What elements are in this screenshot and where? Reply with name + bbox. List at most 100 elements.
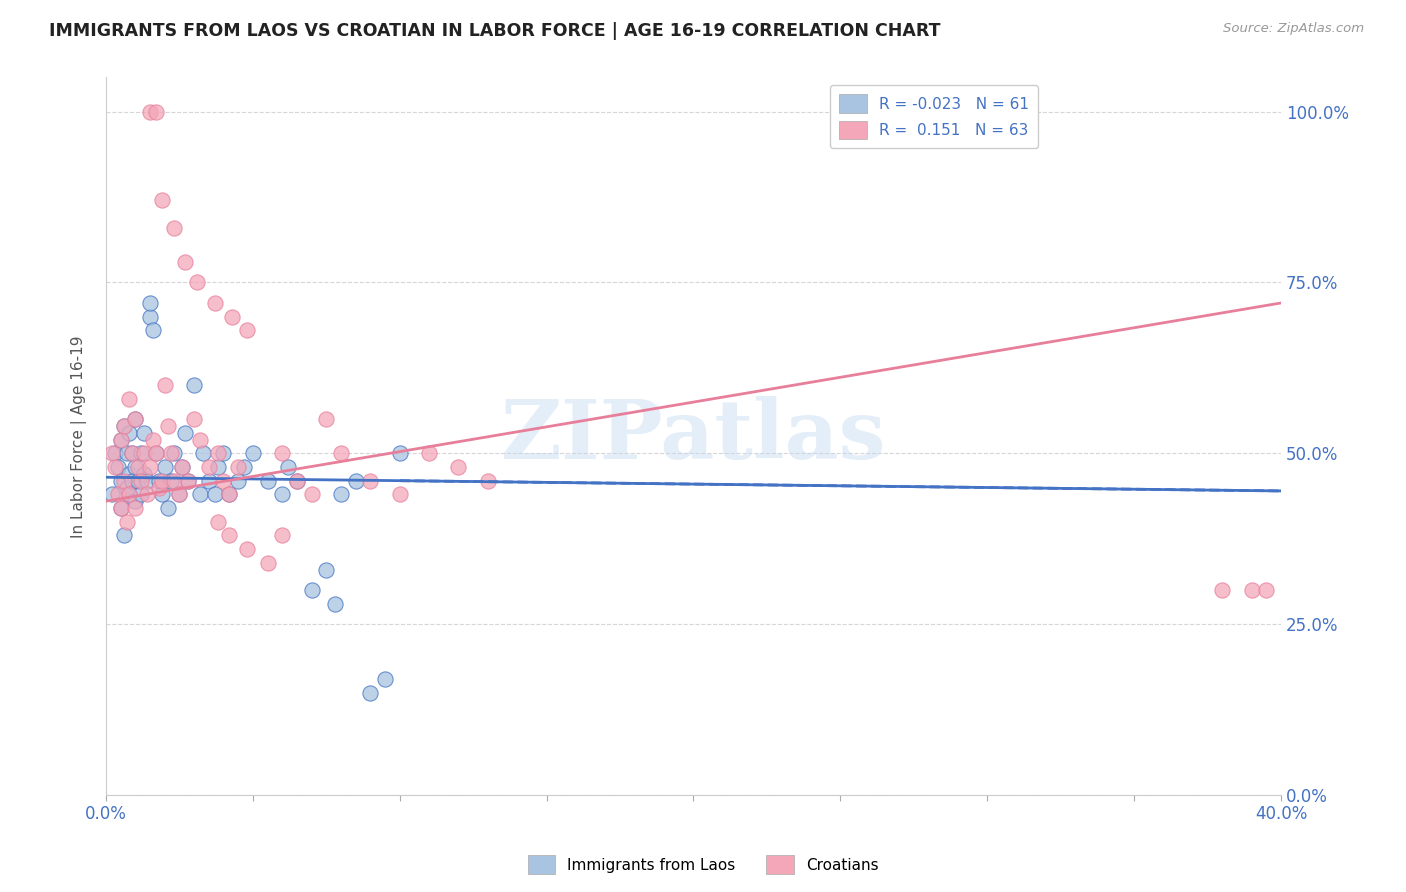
Point: [115, 515, 138, 529]
Point: [388, 446, 411, 460]
Point: [256, 474, 278, 488]
Point: [218, 487, 240, 501]
Point: [112, 419, 135, 434]
Point: [156, 501, 179, 516]
Point: [169, 487, 191, 501]
Point: [159, 446, 181, 460]
Point: [115, 446, 138, 460]
Point: [169, 487, 191, 501]
Point: [177, 474, 200, 488]
Point: [271, 446, 294, 460]
Point: [285, 474, 308, 488]
Point: [162, 220, 184, 235]
Point: [118, 487, 141, 501]
Point: [124, 501, 146, 516]
Point: [174, 255, 197, 269]
Point: [139, 104, 162, 119]
Point: [124, 412, 146, 426]
Point: [115, 481, 138, 495]
Point: [477, 474, 499, 488]
Point: [186, 276, 208, 290]
Point: [107, 487, 129, 501]
Point: [198, 474, 221, 488]
Point: [315, 412, 337, 426]
Point: [150, 474, 173, 488]
Point: [271, 528, 294, 542]
Point: [191, 446, 214, 460]
Point: [145, 446, 167, 460]
Point: [285, 474, 308, 488]
Point: [388, 487, 411, 501]
Point: [172, 460, 194, 475]
Point: [226, 460, 249, 475]
Point: [212, 446, 235, 460]
Point: [218, 528, 240, 542]
Point: [447, 460, 470, 475]
Point: [233, 460, 256, 475]
Point: [226, 474, 249, 488]
Point: [148, 474, 170, 488]
Point: [162, 474, 184, 488]
Point: [359, 685, 381, 699]
Point: [301, 582, 323, 597]
Point: [124, 460, 146, 475]
Point: [1240, 582, 1263, 597]
Point: [207, 446, 229, 460]
Point: [256, 556, 278, 570]
Point: [344, 474, 367, 488]
Text: Source: ZipAtlas.com: Source: ZipAtlas.com: [1223, 22, 1364, 36]
Point: [242, 446, 264, 460]
Point: [124, 494, 146, 508]
Point: [188, 487, 211, 501]
Point: [218, 487, 240, 501]
Point: [145, 446, 167, 460]
Point: [124, 412, 146, 426]
Y-axis label: In Labor Force | Age 16-19: In Labor Force | Age 16-19: [72, 335, 87, 538]
Point: [204, 487, 226, 501]
Point: [134, 467, 156, 481]
Text: IMMIGRANTS FROM LAOS VS CROATIAN IN LABOR FORCE | AGE 16-19 CORRELATION CHART: IMMIGRANTS FROM LAOS VS CROATIAN IN LABO…: [49, 22, 941, 40]
Point: [104, 446, 127, 460]
Point: [110, 501, 132, 516]
Point: [301, 487, 323, 501]
Point: [142, 433, 165, 447]
Point: [315, 562, 337, 576]
Point: [142, 323, 165, 337]
Point: [156, 419, 179, 434]
Point: [121, 446, 143, 460]
Point: [374, 672, 396, 686]
Point: [159, 474, 181, 488]
Point: [139, 460, 162, 475]
Point: [104, 460, 127, 475]
Point: [110, 474, 132, 488]
Point: [1256, 582, 1278, 597]
Point: [330, 487, 353, 501]
Point: [121, 446, 143, 460]
Point: [153, 378, 176, 392]
Point: [118, 467, 141, 481]
Point: [271, 487, 294, 501]
Point: [127, 474, 149, 488]
Point: [221, 310, 243, 324]
Point: [112, 528, 135, 542]
Point: [162, 446, 184, 460]
Point: [121, 474, 143, 488]
Point: [118, 425, 141, 440]
Point: [198, 460, 221, 475]
Point: [150, 194, 173, 208]
Point: [330, 446, 353, 460]
Point: [112, 474, 135, 488]
Point: [359, 474, 381, 488]
Point: [148, 481, 170, 495]
Point: [150, 487, 173, 501]
Point: [112, 419, 135, 434]
Point: [136, 474, 159, 488]
Point: [118, 392, 141, 406]
Point: [174, 425, 197, 440]
Point: [129, 474, 152, 488]
Point: [204, 296, 226, 310]
Point: [212, 474, 235, 488]
Point: [183, 378, 205, 392]
Point: [134, 446, 156, 460]
Point: [177, 474, 200, 488]
